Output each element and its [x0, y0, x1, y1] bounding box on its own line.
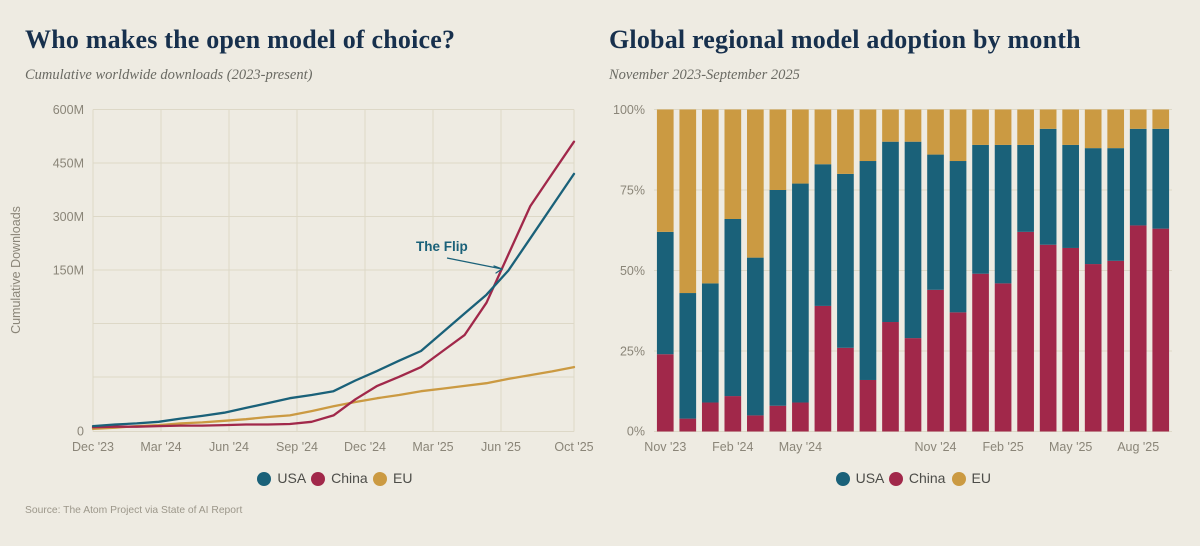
- svg-text:Feb '25: Feb '25: [982, 440, 1023, 454]
- svg-text:150M: 150M: [53, 264, 84, 278]
- svg-text:Dec '23: Dec '23: [72, 440, 114, 454]
- svg-text:Oct '25: Oct '25: [554, 440, 593, 454]
- svg-text:May '25: May '25: [1049, 440, 1092, 454]
- svg-text:600M: 600M: [53, 103, 84, 117]
- svg-text:Mar '24: Mar '24: [140, 440, 181, 454]
- svg-text:50%: 50%: [620, 264, 645, 278]
- svg-text:Nov '23: Nov '23: [644, 440, 686, 454]
- svg-text:0: 0: [77, 425, 84, 439]
- svg-text:300M: 300M: [53, 210, 84, 224]
- svg-text:Nov '24: Nov '24: [915, 440, 957, 454]
- svg-text:0%: 0%: [627, 425, 645, 439]
- svg-text:Jun '25: Jun '25: [481, 440, 521, 454]
- svg-text:100%: 100%: [613, 103, 645, 117]
- svg-text:25%: 25%: [620, 345, 645, 359]
- svg-text:Mar '25: Mar '25: [412, 440, 453, 454]
- svg-text:450M: 450M: [53, 157, 84, 171]
- svg-text:Cumulative Downloads: Cumulative Downloads: [9, 206, 23, 334]
- svg-text:Feb '24: Feb '24: [712, 440, 753, 454]
- svg-text:75%: 75%: [620, 184, 645, 198]
- svg-text:The Flip: The Flip: [416, 239, 468, 254]
- svg-text:Dec '24: Dec '24: [344, 440, 386, 454]
- svg-text:Aug '25: Aug '25: [1117, 440, 1159, 454]
- svg-text:Sep '24: Sep '24: [276, 440, 318, 454]
- svg-text:May '24: May '24: [779, 440, 822, 454]
- svg-text:Jun '24: Jun '24: [209, 440, 249, 454]
